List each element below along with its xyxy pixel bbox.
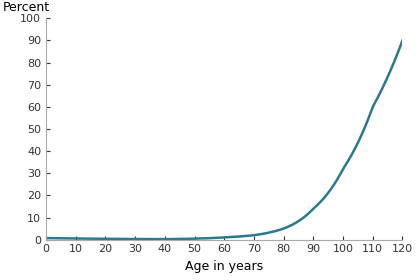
Y-axis label: Percent: Percent — [3, 1, 50, 14]
X-axis label: Age in years: Age in years — [185, 260, 263, 273]
